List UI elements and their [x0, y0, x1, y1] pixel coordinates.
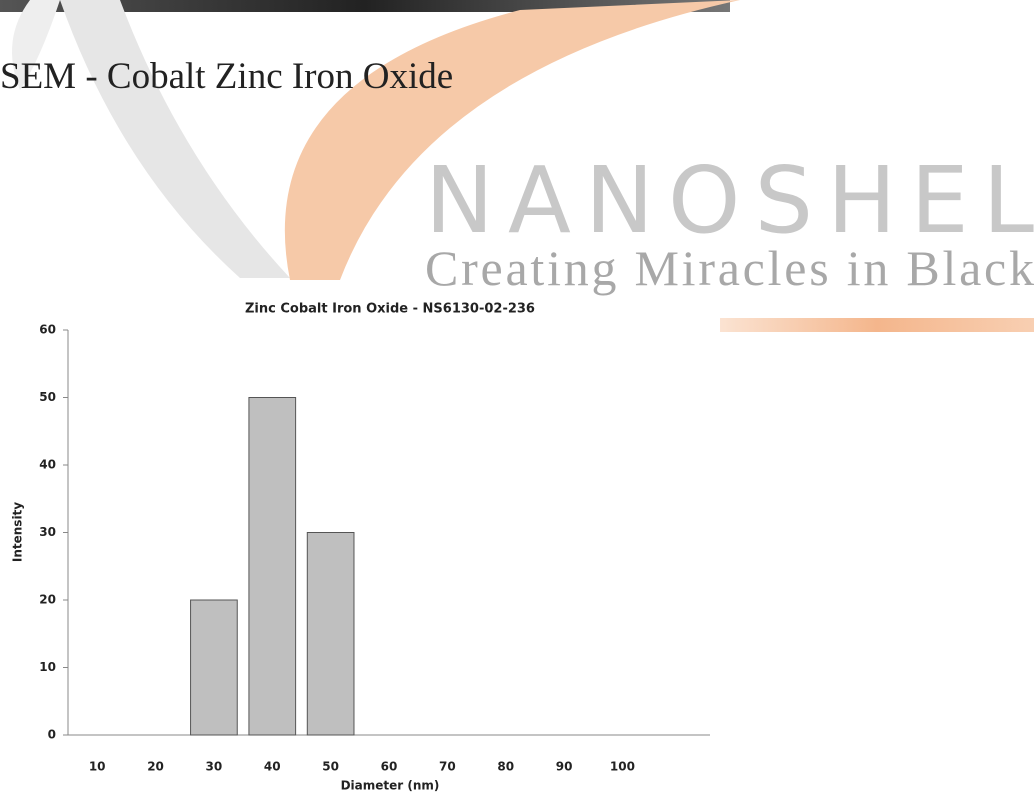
y-tick-label: 60: [39, 323, 56, 337]
y-tick-label: 50: [39, 390, 56, 404]
watermark-arc: [60, 0, 290, 278]
x-tick-label: 20: [147, 760, 164, 774]
y-tick-label: 20: [39, 593, 56, 607]
y-axis-label: Intensity: [11, 502, 25, 562]
x-tick-label: 10: [89, 760, 106, 774]
watermark-bar: [720, 318, 1034, 332]
x-tick-label: 90: [556, 760, 573, 774]
chart-title: Zinc Cobalt Iron Oxide - NS6130-02-236: [245, 302, 535, 317]
x-tick-label: 70: [439, 760, 456, 774]
page-heading: SEM - Cobalt Zinc Iron Oxide: [0, 56, 453, 97]
x-tick-label: 30: [206, 760, 223, 774]
page: NANOSHEL Creating Miracles in Black SEM …: [0, 0, 1034, 807]
chart: Zinc Cobalt Iron Oxide - NS6130-02-236 D…: [11, 302, 711, 793]
watermark-brand: NANOSHEL: [425, 147, 1034, 254]
x-tick-label: 40: [264, 760, 281, 774]
x-axis-label: Diameter (nm): [341, 779, 440, 793]
y-tick-label: 10: [39, 660, 56, 674]
x-tick-label: 80: [497, 760, 514, 774]
y-tick-label: 30: [39, 525, 56, 539]
screen: NANOSHEL Creating Miracles in Black SEM …: [0, 0, 1034, 807]
bar: [307, 533, 354, 736]
y-tick-label: 0: [48, 728, 56, 742]
x-tick-label: 100: [610, 760, 635, 774]
bar: [191, 600, 238, 735]
x-tick-label: 60: [381, 760, 398, 774]
bar: [249, 398, 296, 736]
watermark-tagline: Creating Miracles in Black: [425, 240, 1034, 296]
y-tick-label: 40: [39, 458, 56, 472]
x-tick-label: 50: [322, 760, 339, 774]
